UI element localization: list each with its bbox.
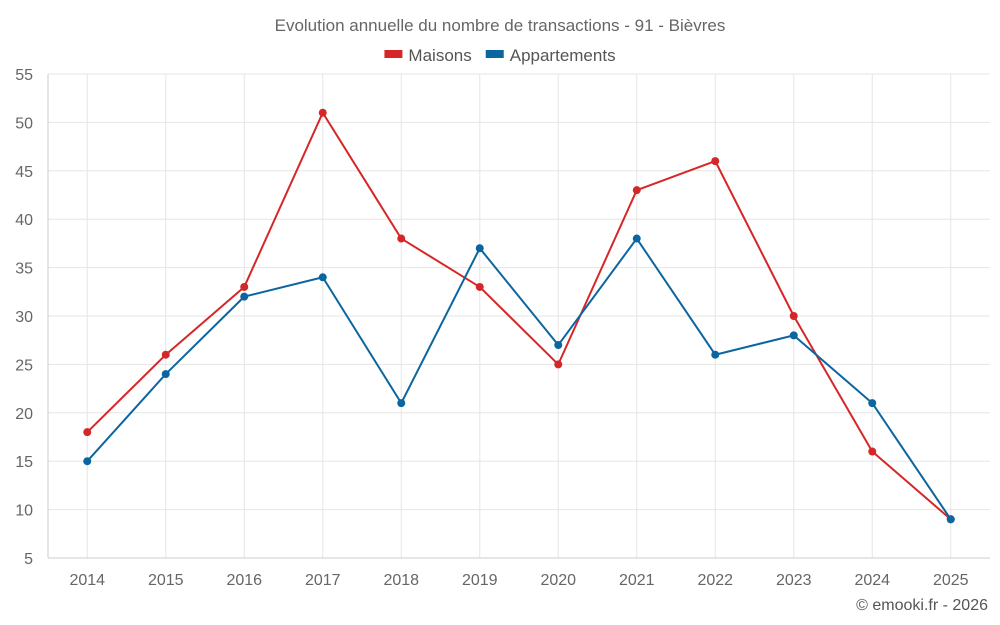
x-tick-label: 2015 [148, 572, 184, 589]
data-point[interactable] [632, 186, 641, 195]
y-tick-label: 30 [15, 309, 33, 326]
data-point[interactable] [554, 360, 563, 369]
data-point[interactable] [318, 108, 327, 117]
legend-label: Maisons [408, 46, 471, 65]
data-point[interactable] [789, 331, 798, 340]
y-tick-label: 5 [24, 551, 33, 568]
x-tick-label: 2016 [226, 572, 262, 589]
x-axis: 2014 2015 2016 2017 2018 2019 2020 2021 2022 2023… [69, 572, 968, 589]
y-axis: 5 10 15 20 25 30 35 40 45 50 55 [15, 67, 990, 568]
x-tick-label: 2020 [540, 572, 576, 589]
data-point[interactable] [83, 428, 92, 437]
data-point[interactable] [946, 515, 955, 524]
data-point[interactable] [240, 292, 249, 301]
series-appartements [83, 234, 955, 524]
data-point[interactable] [83, 457, 92, 466]
data-point[interactable] [789, 312, 798, 320]
y-tick-label: 40 [15, 212, 33, 229]
data-point[interactable] [161, 370, 170, 379]
legend-item-maisons[interactable]: Maisons [384, 46, 472, 65]
grid [48, 73, 990, 559]
legend-label: Appartements [510, 46, 616, 65]
data-point[interactable] [318, 273, 327, 282]
y-tick-label: 35 [15, 261, 33, 278]
series-line [86, 111, 952, 521]
data-point[interactable] [711, 350, 720, 359]
y-tick-label: 50 [15, 115, 33, 132]
data-point[interactable] [711, 157, 720, 166]
data-point[interactable] [632, 234, 641, 243]
x-tick-label: 2017 [305, 572, 341, 589]
legend-swatch [485, 50, 504, 58]
y-tick-label: 15 [15, 454, 33, 471]
legend: Maisons Appartements [384, 46, 616, 65]
data-point[interactable] [475, 282, 484, 291]
y-tick-label: 25 [15, 357, 33, 374]
y-tick-label: 10 [15, 503, 33, 520]
legend-item-appartements[interactable]: Appartements [485, 46, 616, 65]
data-point[interactable] [397, 234, 406, 243]
series-line [86, 237, 952, 520]
x-tick-label: 2021 [619, 572, 655, 589]
x-tick-label: 2019 [462, 572, 498, 589]
y-tick-label: 45 [15, 164, 33, 181]
x-tick-label: 2018 [383, 572, 419, 589]
data-point[interactable] [554, 341, 563, 350]
data-point[interactable] [161, 350, 170, 359]
x-tick-label: 2022 [697, 572, 733, 589]
legend-swatch [384, 50, 403, 58]
y-tick-label: 55 [15, 67, 33, 84]
data-point[interactable] [475, 244, 484, 253]
data-point[interactable] [240, 282, 249, 291]
x-tick-label: 2023 [776, 572, 812, 589]
data-point[interactable] [868, 447, 877, 456]
x-tick-label: 2014 [69, 572, 105, 589]
y-tick-label: 20 [15, 406, 33, 423]
series-group [83, 108, 955, 524]
chart-title: Evolution annuelle du nombre de transact… [275, 16, 726, 35]
data-point[interactable] [868, 399, 877, 408]
data-point[interactable] [397, 399, 406, 408]
x-tick-label: 2025 [933, 572, 969, 589]
x-tick-label: 2024 [854, 572, 890, 589]
credit-text: © emooki.fr - 2026 [856, 597, 988, 614]
